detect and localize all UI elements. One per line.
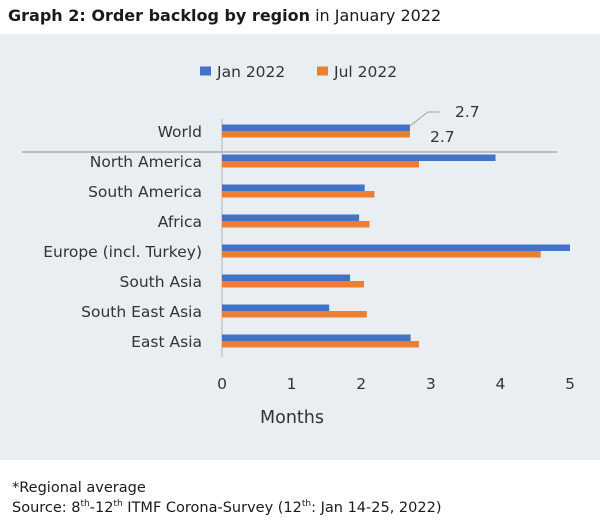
annotation-jan-world: 2.7 <box>455 103 480 121</box>
category-label-2: South America <box>88 183 202 201</box>
legend-swatch-1 <box>317 66 328 76</box>
chart-notes: *Regional average Source: 8th-12th ITMF … <box>12 478 441 518</box>
bar-jan-1 <box>222 154 496 161</box>
annotation-jul-world: 2.7 <box>430 128 455 146</box>
bar-jan-6 <box>222 304 330 311</box>
source-text-2: -12 <box>89 500 114 516</box>
x-tick-label-4: 4 <box>495 375 505 393</box>
x-axis-label: Months <box>260 408 324 428</box>
source-text-1: Source: 8 <box>12 500 81 516</box>
legend-swatch-0 <box>200 66 211 76</box>
bar-jan-3 <box>222 214 360 221</box>
x-tick-label-3: 3 <box>426 375 436 393</box>
x-tick-label-2: 2 <box>356 375 366 393</box>
bar-jan-7 <box>222 334 411 341</box>
bar-jul-3 <box>222 221 370 228</box>
bar-chart: Jan 2022 Jul 2022 World North America South … <box>22 63 575 428</box>
category-label-4: Europe (incl. Turkey) <box>43 243 202 261</box>
legend-label-1: Jul 2022 <box>333 63 397 81</box>
chart-title: Graph 2: Order backlog by region in Janu… <box>0 0 600 34</box>
chart-title-rest: in January 2022 <box>309 6 442 25</box>
x-tick-label-5: 5 <box>565 375 575 393</box>
bar-jul-6 <box>222 311 367 318</box>
category-label-7: East Asia <box>131 333 202 351</box>
category-label-3: Africa <box>158 213 202 231</box>
bar-jan-4 <box>222 244 570 251</box>
bar-jul-7 <box>222 341 419 348</box>
category-label-1: North America <box>90 153 202 171</box>
legend-label-0: Jan 2022 <box>216 63 285 81</box>
bar-jan-2 <box>222 184 365 191</box>
source-text-4: : Jan 14-25, 2022) <box>311 500 442 516</box>
bar-jul-0 <box>222 131 410 138</box>
source-sup-2: th <box>113 499 123 510</box>
x-tick-label-1: 1 <box>287 375 297 393</box>
bar-jan-0 <box>222 124 410 131</box>
source-text-3: ITMF Corona-Survey (12 <box>122 500 302 516</box>
bar-jan-5 <box>222 274 351 281</box>
bar-jul-1 <box>222 161 419 168</box>
category-label-0: World <box>158 123 202 141</box>
bar-jul-2 <box>222 191 375 198</box>
category-label-6: South East Asia <box>81 303 202 321</box>
source-note: Source: 8th-12th ITMF Corona-Survey (12t… <box>12 498 441 518</box>
category-label-5: South Asia <box>120 273 202 291</box>
annotation-leader-line <box>409 111 440 127</box>
chart-title-bold: Graph 2: Order backlog by region <box>8 6 310 25</box>
bar-jul-4 <box>222 251 541 258</box>
bar-jul-5 <box>222 281 364 288</box>
source-sup-1: th <box>80 499 90 510</box>
footnote-regional-average: *Regional average <box>12 480 146 496</box>
chart-panel: Jan 2022 Jul 2022 World North America South … <box>0 34 600 460</box>
x-tick-label-0: 0 <box>217 375 227 393</box>
source-sup-3: th <box>301 499 312 510</box>
